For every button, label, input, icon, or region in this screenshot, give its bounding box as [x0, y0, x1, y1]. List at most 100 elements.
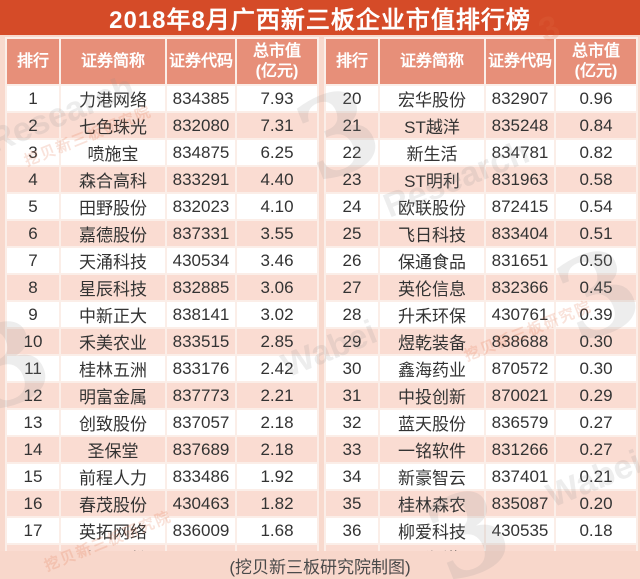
col-header-code: 证券代码 [165, 37, 237, 86]
rank-cell: 22 [324, 138, 380, 167]
code-cell: 835087 [484, 489, 556, 518]
name-cell: 春茂股份 [59, 489, 167, 518]
value-cell: 0.20 [554, 489, 638, 518]
value-cell: 0.51 [554, 219, 638, 248]
header-row: 排行 证券简称 证券代码 总市值 (亿元) [324, 37, 638, 86]
code-cell: 833486 [165, 462, 237, 491]
table-row: 5 田野股份 832023 4.10 [5, 192, 319, 221]
table-row: 21 ST越洋 835248 0.84 [324, 111, 638, 140]
code-cell: 836009 [165, 516, 237, 545]
table-row: 2 七色珠光 832080 7.31 [5, 111, 319, 140]
table-row: 11 桂林五洲 833176 2.42 [5, 354, 319, 383]
name-cell: 煜乾装备 [378, 327, 486, 356]
name-cell: 蓝天股份 [378, 408, 486, 437]
rank-cell: 2 [5, 111, 61, 140]
name-cell: 宏华股份 [378, 84, 486, 113]
value-cell: 0.18 [554, 516, 638, 545]
footer-band: (挖贝新三板研究院制图) [0, 551, 640, 579]
table-row: 14 圣保堂 837689 2.18 [5, 435, 319, 464]
code-cell: 837057 [165, 408, 237, 437]
code-cell: 430463 [165, 489, 237, 518]
name-cell: 桂林森农 [378, 489, 486, 518]
code-cell: 838688 [484, 327, 556, 356]
value-cell: 3.46 [235, 246, 319, 275]
table-row: 1 力港网络 834385 7.93 [5, 84, 319, 113]
table-row: 4 森合高科 833291 4.40 [5, 165, 319, 194]
rank-cell: 21 [324, 111, 380, 140]
rank-cell: 9 [5, 300, 61, 329]
col-header-name: 证券简称 [59, 37, 167, 86]
table-row: 35 桂林森农 835087 0.20 [324, 489, 638, 518]
table-row: 36 柳爱科技 430535 0.18 [324, 516, 638, 545]
rank-cell: 31 [324, 381, 380, 410]
source-note: (挖贝新三板研究院制图) [229, 557, 411, 577]
value-cell: 7.31 [235, 111, 319, 140]
rank-cell: 3 [5, 138, 61, 167]
name-cell: 保通食品 [378, 246, 486, 275]
value-cell: 1.68 [235, 516, 319, 545]
code-cell: 832907 [484, 84, 556, 113]
rank-cell: 13 [5, 408, 61, 437]
code-cell: 870021 [484, 381, 556, 410]
name-cell: 森合高科 [59, 165, 167, 194]
name-cell: 欧联股份 [378, 192, 486, 221]
name-cell: 升禾环保 [378, 300, 486, 329]
table-row: 34 新豪智云 837401 0.21 [324, 462, 638, 491]
rank-cell: 34 [324, 462, 380, 491]
name-cell: 田野股份 [59, 192, 167, 221]
value-cell: 0.96 [554, 84, 638, 113]
value-cell: 1.82 [235, 489, 319, 518]
value-cell: 2.42 [235, 354, 319, 383]
value-cell: 0.30 [554, 354, 638, 383]
table-row: 28 升禾环保 430761 0.39 [324, 300, 638, 329]
table-row: 8 星辰科技 832885 3.06 [5, 273, 319, 302]
name-cell: 飞日科技 [378, 219, 486, 248]
rank-cell: 8 [5, 273, 61, 302]
rank-cell: 5 [5, 192, 61, 221]
code-cell: 833404 [484, 219, 556, 248]
rank-cell: 33 [324, 435, 380, 464]
code-cell: 832366 [484, 273, 556, 302]
name-cell: 鑫海药业 [378, 354, 486, 383]
table-row: 9 中新正大 838141 3.02 [5, 300, 319, 329]
code-cell: 831266 [484, 435, 556, 464]
rank-cell: 35 [324, 489, 380, 518]
col-header-rank: 排行 [324, 37, 380, 86]
value-cell: 2.18 [235, 435, 319, 464]
value-cell: 0.45 [554, 273, 638, 302]
value-cell: 2.18 [235, 408, 319, 437]
code-cell: 833291 [165, 165, 237, 194]
code-cell: 831963 [484, 165, 556, 194]
code-cell: 837773 [165, 381, 237, 410]
name-cell: ST越洋 [378, 111, 486, 140]
name-cell: 明富金属 [59, 381, 167, 410]
value-cell: 3.55 [235, 219, 319, 248]
col-header-value: 总市值 (亿元) [235, 37, 319, 86]
name-cell: 创致股份 [59, 408, 167, 437]
rank-cell: 7 [5, 246, 61, 275]
table-row: 26 保通食品 831651 0.50 [324, 246, 638, 275]
code-cell: 870572 [484, 354, 556, 383]
value-cell: 3.06 [235, 273, 319, 302]
name-cell: 禾美农业 [59, 327, 167, 356]
rank-cell: 11 [5, 354, 61, 383]
name-cell: 星辰科技 [59, 273, 167, 302]
table-row: 25 飞日科技 833404 0.51 [324, 219, 638, 248]
code-cell: 832885 [165, 273, 237, 302]
name-cell: 圣保堂 [59, 435, 167, 464]
table-row: 6 嘉德股份 837331 3.55 [5, 219, 319, 248]
value-cell: 7.93 [235, 84, 319, 113]
code-cell: 835248 [484, 111, 556, 140]
code-cell: 834781 [484, 138, 556, 167]
name-cell: 喷施宝 [59, 138, 167, 167]
code-cell: 838141 [165, 300, 237, 329]
rank-cell: 29 [324, 327, 380, 356]
name-cell: 一铭软件 [378, 435, 486, 464]
table-row: 12 明富金属 837773 2.21 [5, 381, 319, 410]
value-cell: 0.39 [554, 300, 638, 329]
rank-cell: 6 [5, 219, 61, 248]
col-header-code: 证券代码 [484, 37, 556, 86]
value-cell: 0.30 [554, 327, 638, 356]
col-header-value: 总市值 (亿元) [554, 37, 638, 86]
